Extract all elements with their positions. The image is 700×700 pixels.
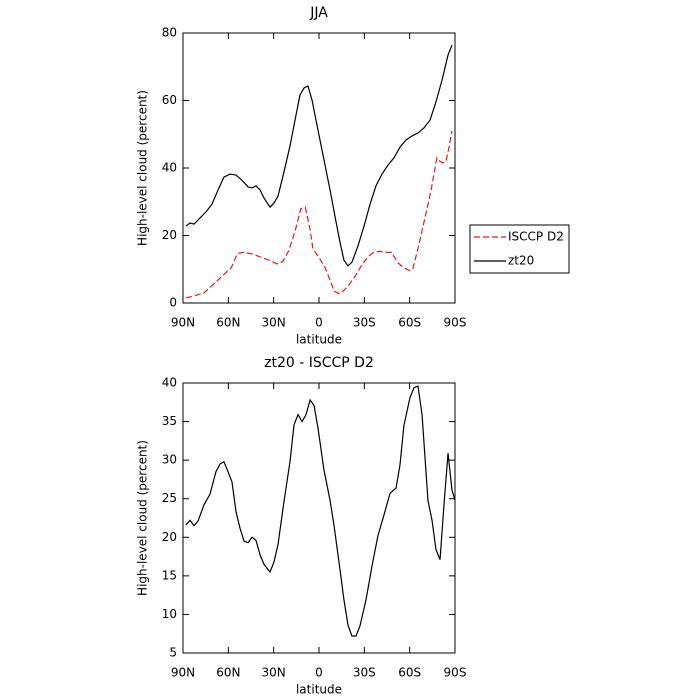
y-tick-label: 10: [162, 607, 177, 621]
plot-frame: [182, 382, 456, 654]
x-tick-label: 30S: [353, 666, 376, 680]
x-tick-label: 90N: [171, 316, 195, 330]
y-tick-label: 35: [162, 414, 177, 428]
y-tick-label: 0: [169, 296, 177, 310]
y-tick-label: 60: [162, 93, 177, 107]
data-line: [185, 385, 456, 637]
x-tick-label: 0: [315, 666, 323, 680]
x-tick-label: 60N: [216, 666, 240, 680]
x-tick-label: 90S: [444, 316, 467, 330]
chart-title: JJA: [309, 5, 328, 21]
y-tick-label: 40: [162, 376, 177, 390]
x-tick-label: 60N: [216, 316, 240, 330]
x-tick-label: 30S: [353, 316, 376, 330]
x-tick-label: 30N: [262, 316, 286, 330]
y-axis-label: High-level cloud (percent): [136, 90, 150, 246]
legend-label: zt20: [508, 254, 534, 268]
x-tick-label: 90S: [444, 666, 467, 680]
chart-title: zt20 - ISCCP D2: [264, 355, 374, 371]
legend-box: [469, 224, 570, 274]
y-tick-label: 40: [162, 161, 177, 175]
x-tick-label: 0: [315, 316, 323, 330]
y-tick-label: 80: [162, 26, 177, 40]
y-tick-label: 20: [162, 228, 177, 242]
x-tick-label: 60S: [398, 316, 421, 330]
x-tick-label: 90N: [171, 666, 195, 680]
y-axis-label: High-level cloud (percent): [136, 440, 150, 596]
legend-label: ISCCP D2: [508, 230, 564, 244]
y-tick-label: 30: [162, 453, 177, 467]
y-tick-label: 15: [162, 568, 177, 582]
plot-frame: [182, 32, 456, 304]
data-line: [185, 44, 453, 267]
y-tick-label: 20: [162, 530, 177, 544]
x-axis-label: latitude: [296, 333, 342, 347]
x-tick-label: 60S: [398, 666, 421, 680]
y-tick-label: 25: [162, 491, 177, 505]
x-tick-label: 30N: [262, 666, 286, 680]
y-tick-label: 5: [169, 646, 177, 660]
data-line: [185, 130, 453, 299]
x-axis-label: latitude: [296, 683, 342, 697]
